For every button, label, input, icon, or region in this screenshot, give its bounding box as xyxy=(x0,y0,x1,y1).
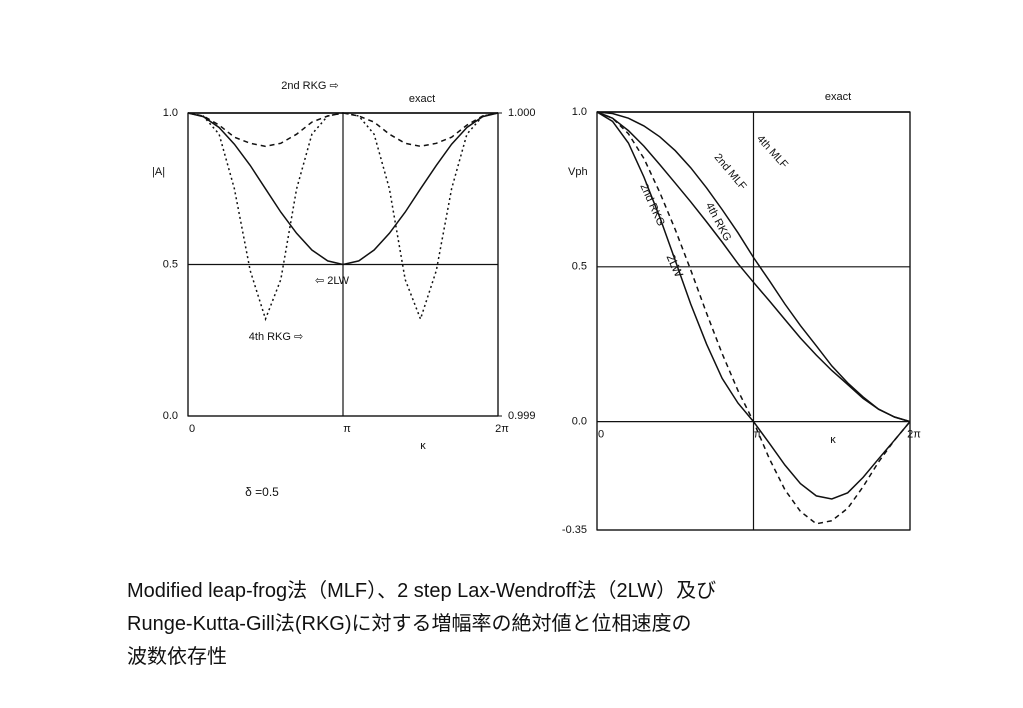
series-label: 2nd MLF xyxy=(712,151,749,192)
series-label: 4th RKG ⇨ xyxy=(249,331,303,343)
x-tick-label: 2π xyxy=(495,423,509,435)
x-tick-label: 0 xyxy=(189,423,195,435)
series-line xyxy=(596,111,911,423)
y-axis-label: Vph xyxy=(568,166,588,178)
series-line xyxy=(187,112,499,266)
y-tick-label: 1.0 xyxy=(572,106,587,118)
y-tick-label: 1.0 xyxy=(163,107,178,119)
x-tick-label: 2π xyxy=(907,429,921,441)
x-tick-label: π xyxy=(343,423,351,435)
series-line xyxy=(187,112,499,322)
x-tick-label: 0 xyxy=(598,429,604,441)
caption-line: 波数依存性 xyxy=(127,645,227,668)
series-line xyxy=(596,111,911,423)
annotation: δ =0.5 xyxy=(245,485,279,499)
annotation: 2LW xyxy=(664,252,687,280)
caption-line: Runge-Kutta-Gill法(RKG)に対する増幅率の絶対値と位相速度の xyxy=(127,612,692,635)
y-tick-label: -0.35 xyxy=(562,524,587,536)
y2-tick-label: 0.999 xyxy=(508,410,536,422)
series-label: 2nd RKG xyxy=(637,182,666,228)
x-tick-label: π xyxy=(754,429,762,441)
y-tick-label: 0.5 xyxy=(163,258,178,270)
series-line xyxy=(596,111,911,500)
series-label: exact xyxy=(409,93,435,105)
series-label: 4th MLF xyxy=(754,133,790,171)
series-label: ⇦ 2LW xyxy=(315,275,350,287)
y-tick-label: 0.5 xyxy=(572,261,587,273)
y2-tick-label: 1.000 xyxy=(508,107,536,119)
x-axis-label: κ xyxy=(420,440,426,452)
x-axis-label: κ xyxy=(830,434,836,446)
y-tick-label: 0.0 xyxy=(572,416,587,428)
y-tick-label: 0.0 xyxy=(163,410,178,422)
series-label: exact xyxy=(825,91,851,103)
y-axis-label: |A| xyxy=(152,166,165,178)
caption-line: Modified leap-frog法（MLF）、2 step Lax-Wend… xyxy=(127,579,716,602)
series-label: 2nd RKG ⇨ xyxy=(281,80,339,92)
